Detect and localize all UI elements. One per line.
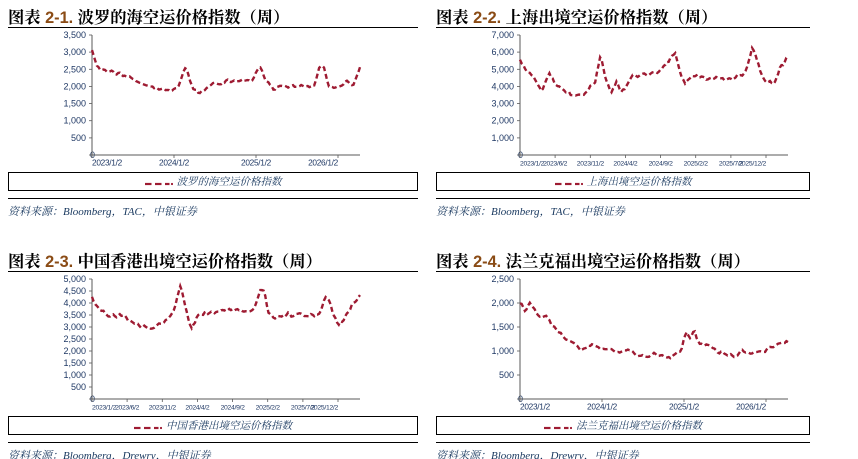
svg-text:2024/9/2: 2024/9/2	[649, 161, 674, 168]
svg-text:2025/1/2: 2025/1/2	[241, 158, 272, 168]
svg-text:2,500: 2,500	[63, 334, 86, 344]
svg-text:1,500: 1,500	[63, 358, 86, 368]
svg-text:7,000: 7,000	[491, 31, 514, 40]
svg-text:2,000: 2,000	[63, 346, 86, 356]
svg-text:500: 500	[499, 370, 514, 380]
svg-text:2025/1/2: 2025/1/2	[669, 402, 700, 412]
svg-text:3,000: 3,000	[491, 99, 514, 109]
svg-text:1,000: 1,000	[491, 346, 514, 356]
svg-text:2024/1/2: 2024/1/2	[159, 158, 190, 168]
svg-text:4,000: 4,000	[63, 298, 86, 308]
svg-text:2,500: 2,500	[63, 64, 86, 74]
svg-text:4,000: 4,000	[491, 81, 514, 91]
svg-text:500: 500	[71, 382, 86, 392]
svg-text:2,000: 2,000	[491, 116, 514, 126]
svg-text:2,500: 2,500	[491, 275, 514, 284]
svg-text:2023/6/2: 2023/6/2	[543, 161, 568, 168]
svg-text:2023/11/2: 2023/11/2	[149, 405, 177, 412]
svg-text:2025/12/2: 2025/12/2	[738, 161, 766, 168]
svg-text:2024/4/2: 2024/4/2	[185, 405, 210, 412]
svg-text:1,000: 1,000	[63, 370, 86, 380]
svg-text:2023/1/2: 2023/1/2	[520, 161, 545, 168]
svg-text:2023/1/2: 2023/1/2	[92, 158, 123, 168]
svg-text:5,000: 5,000	[491, 64, 514, 74]
svg-text:1,500: 1,500	[491, 322, 514, 332]
svg-text:2024/4/2: 2024/4/2	[613, 161, 638, 168]
svg-text:4,500: 4,500	[63, 286, 86, 296]
svg-text:5,000: 5,000	[63, 275, 86, 284]
svg-text:2025/12/2: 2025/12/2	[310, 405, 338, 412]
svg-text:2025/2/2: 2025/2/2	[684, 161, 709, 168]
svg-text:2026/1/2: 2026/1/2	[736, 402, 767, 412]
svg-text:1,500: 1,500	[63, 99, 86, 109]
svg-text:3,500: 3,500	[63, 310, 86, 320]
svg-text:6,000: 6,000	[491, 47, 514, 57]
svg-text:2026/1/2: 2026/1/2	[308, 158, 339, 168]
svg-text:500: 500	[71, 133, 86, 143]
svg-text:3,000: 3,000	[63, 47, 86, 57]
svg-text:3,500: 3,500	[63, 31, 86, 40]
svg-text:3,000: 3,000	[63, 322, 86, 332]
svg-text:2024/9/2: 2024/9/2	[221, 405, 246, 412]
svg-text:2023/11/2: 2023/11/2	[577, 161, 605, 168]
svg-text:2,000: 2,000	[491, 298, 514, 308]
svg-text:2,000: 2,000	[63, 81, 86, 91]
svg-text:1,000: 1,000	[491, 133, 514, 143]
svg-text:1,000: 1,000	[63, 116, 86, 126]
svg-text:2024/1/2: 2024/1/2	[587, 402, 618, 412]
svg-text:2023/6/2: 2023/6/2	[115, 405, 140, 412]
svg-text:2025/2/2: 2025/2/2	[256, 405, 281, 412]
svg-text:2023/1/2: 2023/1/2	[520, 402, 551, 412]
svg-text:2023/1/2: 2023/1/2	[92, 405, 117, 412]
